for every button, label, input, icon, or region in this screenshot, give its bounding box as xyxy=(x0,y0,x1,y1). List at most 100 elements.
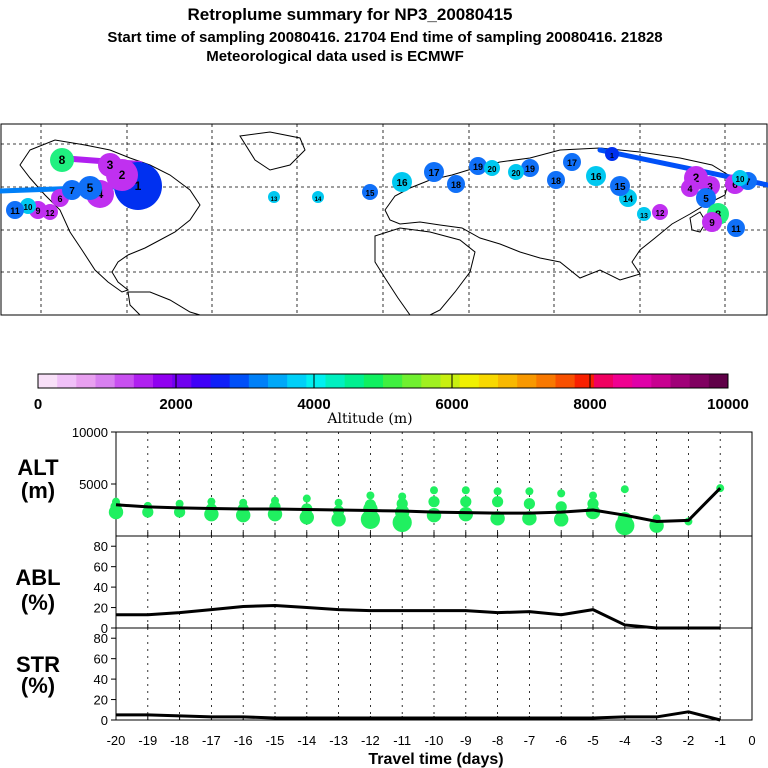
map-cluster-11: 11 xyxy=(6,201,24,219)
altitude-cluster-point xyxy=(267,506,283,522)
cluster-label: 18 xyxy=(551,176,561,186)
cluster-label: 10 xyxy=(24,203,33,212)
series-line-alt xyxy=(115,487,722,523)
cluster-label: 15 xyxy=(614,182,626,193)
map-clusters: 1234567891011121314151617181920123456789… xyxy=(6,147,757,237)
x-tick-label: 0 xyxy=(748,733,755,748)
panel-abl: 0 20 40 60 80 ABL(%) xyxy=(15,535,753,636)
x-tick-label: -5 xyxy=(587,733,599,748)
colorbar-swatch xyxy=(498,374,518,388)
x-tick-label: -17 xyxy=(202,733,221,748)
coast-africa xyxy=(374,227,476,316)
altitude-cluster-point xyxy=(392,512,412,533)
cluster-marker xyxy=(469,157,487,175)
y-tick-label: 60 xyxy=(94,560,108,575)
y-tick-label: 60 xyxy=(94,652,108,667)
cluster-marker xyxy=(362,184,378,200)
cluster-marker xyxy=(696,188,716,208)
altitude-cluster-point xyxy=(557,489,566,498)
cluster-label: 5 xyxy=(87,181,94,195)
cluster-label: 5 xyxy=(703,194,709,205)
colorbar-swatch xyxy=(229,374,250,388)
colorbar-tick-label: 6000 xyxy=(435,396,468,413)
cluster-label: 20 xyxy=(512,169,521,178)
colorbar-tick-label: 2000 xyxy=(159,396,192,413)
y-tick-label: 80 xyxy=(94,539,108,554)
altitude-cluster-point xyxy=(525,487,534,496)
x-tick-label: -13 xyxy=(329,733,348,748)
y-tick-label: 40 xyxy=(94,580,108,595)
altitude-colorbar: 0 2000 4000 6000 8000 10000 Altitude (m) xyxy=(34,373,749,427)
x-tick-label: -15 xyxy=(266,733,285,748)
y-tick-label: 80 xyxy=(94,631,108,646)
x-tick-label: -11 xyxy=(393,733,411,748)
colorbar-swatch xyxy=(402,374,422,388)
altitude-cluster-point xyxy=(207,497,216,506)
cluster-marker xyxy=(547,171,565,189)
x-tick-label: -6 xyxy=(555,733,567,748)
cluster-label: 10 xyxy=(736,175,745,184)
cluster-label: 4 xyxy=(687,184,692,194)
coast-japan xyxy=(689,211,707,233)
x-tick-label: -1 xyxy=(714,733,726,748)
map-cluster-18: 18 xyxy=(447,175,465,193)
x-tick-label: -18 xyxy=(170,733,189,748)
altitude-cluster-point xyxy=(615,516,635,536)
series-line-abl xyxy=(116,604,721,630)
colorbar-swatch xyxy=(536,374,556,388)
map-cluster-4: 4 xyxy=(681,179,699,197)
x-tick-label: -20 xyxy=(107,733,126,748)
x-tick-label: -3 xyxy=(651,733,663,748)
map-panel: 1234567891011121314151617181920123456789… xyxy=(0,123,768,316)
colorbar-swatch xyxy=(708,374,729,388)
colorbar-swatch xyxy=(344,374,365,388)
altitude-cluster-point xyxy=(204,506,219,522)
altitude-cluster-point xyxy=(460,496,472,508)
altitude-cluster-point xyxy=(302,494,311,503)
map-cluster-10: 10 xyxy=(732,170,748,186)
altitude-cluster-point xyxy=(366,491,375,500)
map-cluster-12: 12 xyxy=(652,204,668,220)
cluster-label: 20 xyxy=(488,165,497,174)
altitude-cluster-point xyxy=(490,511,505,526)
y-tick-label: 0 xyxy=(101,621,108,636)
cluster-label: 12 xyxy=(656,209,665,218)
altitude-cluster-point xyxy=(331,512,346,527)
cluster-label: 16 xyxy=(396,178,408,189)
map-cluster-17: 17 xyxy=(563,153,581,171)
x-axis-label: Travel time (days) xyxy=(368,751,503,768)
cluster-label: 2 xyxy=(693,171,700,185)
cluster-label: 13 xyxy=(640,213,648,220)
map-cluster-16: 16 xyxy=(392,172,412,192)
colorbar-tick-label: 4000 xyxy=(297,396,330,413)
sampling-times: Start time of sampling 20080416. 21704 E… xyxy=(107,29,662,46)
map-cluster-12: 12 xyxy=(42,204,58,220)
cluster-marker xyxy=(62,180,82,200)
x-tick-label: -10 xyxy=(425,733,444,748)
cluster-label: 11 xyxy=(731,224,741,234)
altitude-cluster-point xyxy=(555,501,567,513)
cluster-marker xyxy=(508,164,524,180)
cluster-marker xyxy=(637,207,651,221)
colorbar-major-ticks xyxy=(175,374,591,388)
cluster-marker xyxy=(78,176,102,200)
cluster-marker xyxy=(447,175,465,193)
cluster-label: 6 xyxy=(732,180,738,191)
altitude-cluster-point xyxy=(236,508,251,523)
colorbar-swatch xyxy=(172,374,192,388)
altitude-cluster-point xyxy=(523,498,536,510)
figure-title: Retroplume summary for NP3_20080415 xyxy=(187,5,512,24)
altitude-cluster-point xyxy=(426,508,442,523)
y-tick-label: 10000 xyxy=(72,425,108,440)
cluster-label: 2 xyxy=(119,168,126,182)
map-cluster-20: 20 xyxy=(484,160,500,176)
cluster-label: 8 xyxy=(59,153,66,167)
y-tick-label: 20 xyxy=(94,601,108,616)
colorbar-swatch xyxy=(268,374,288,388)
colorbar-tick-label: 8000 xyxy=(573,396,606,413)
altitude-cluster-point xyxy=(428,496,440,508)
colorbar-swatch xyxy=(574,374,595,388)
colorbar-swatch xyxy=(248,374,269,388)
colorbar-swatch xyxy=(421,374,441,388)
series-line-str xyxy=(116,710,721,722)
